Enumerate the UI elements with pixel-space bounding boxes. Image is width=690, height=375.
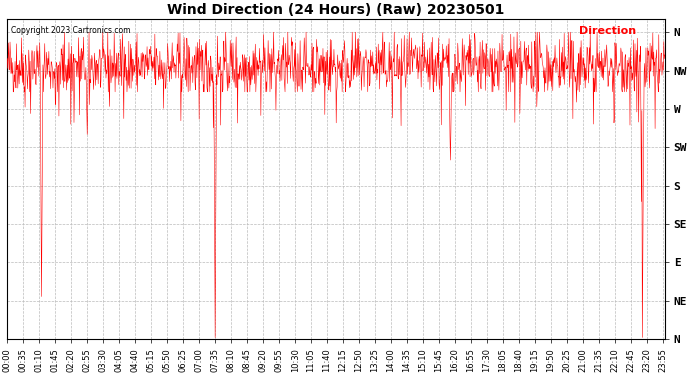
Text: Direction: Direction bbox=[579, 26, 636, 36]
Text: Copyright 2023 Cartronics.com: Copyright 2023 Cartronics.com bbox=[10, 26, 130, 35]
Title: Wind Direction (24 Hours) (Raw) 20230501: Wind Direction (24 Hours) (Raw) 20230501 bbox=[167, 3, 504, 17]
